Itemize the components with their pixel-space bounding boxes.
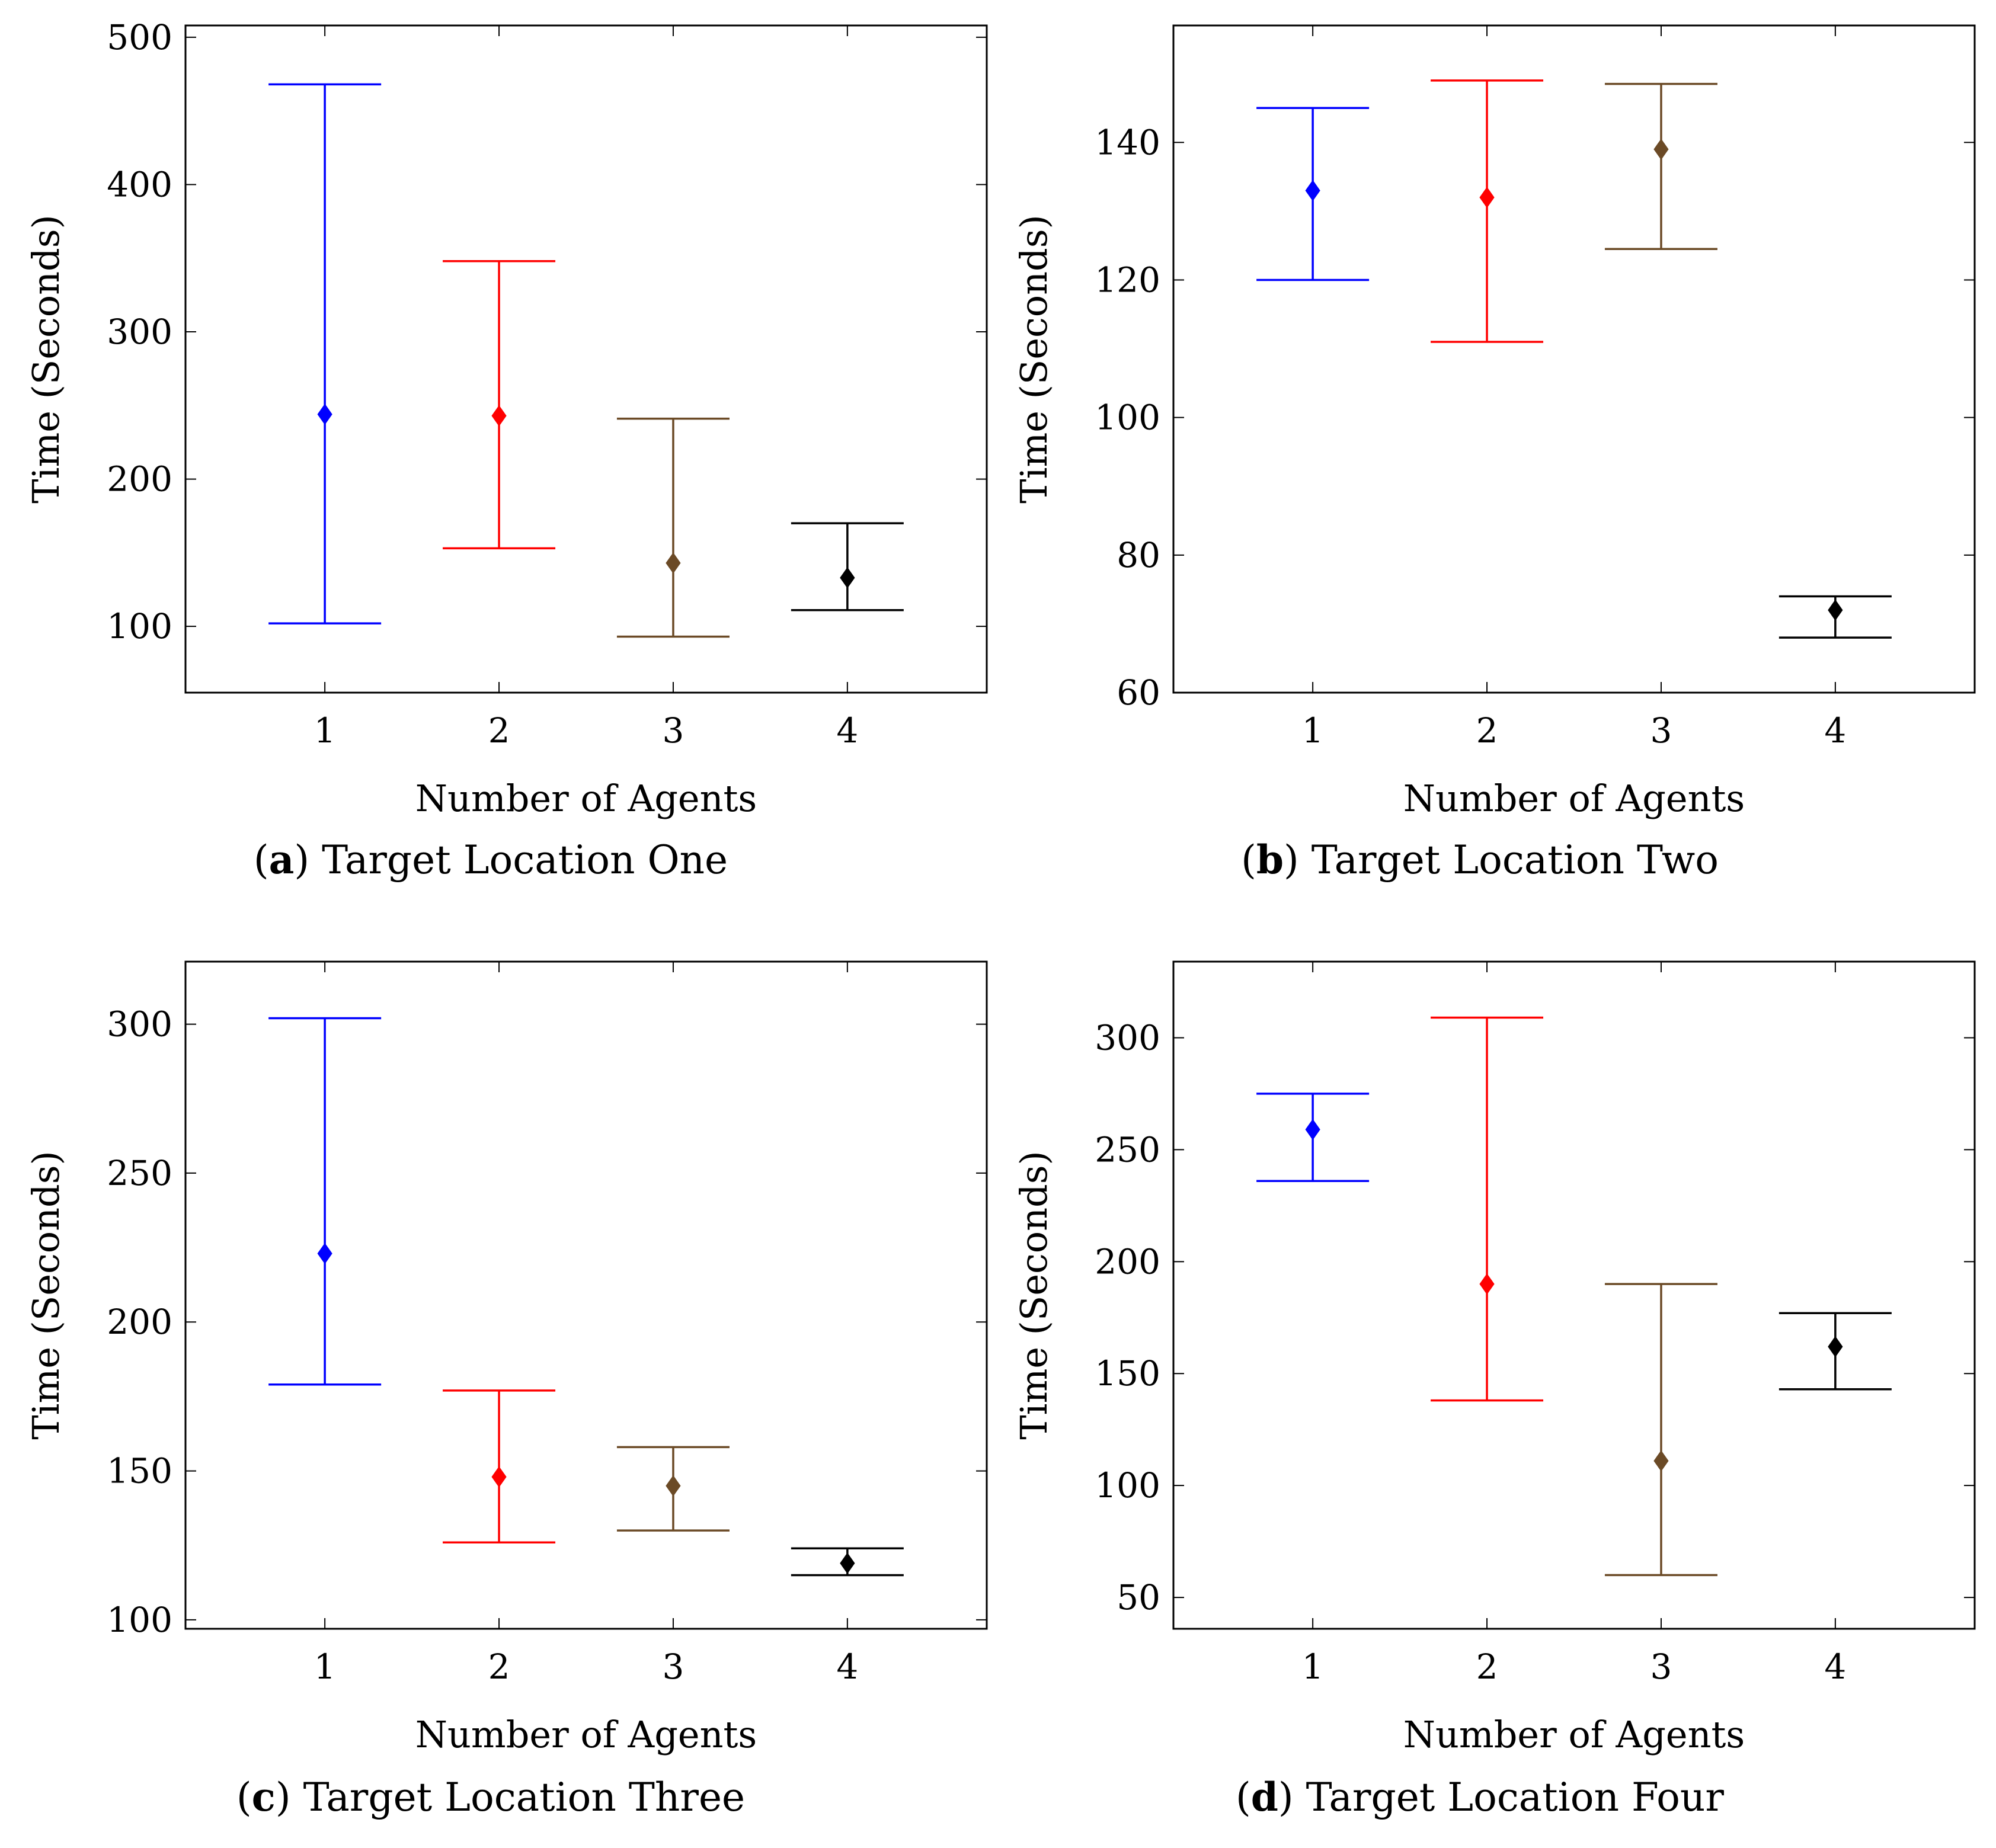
errorbar-agent-4	[791, 522, 904, 611]
plot-frame	[184, 24, 988, 694]
x-tick-label: 2	[1476, 1647, 1498, 1687]
x-axis-title: Number of Agents	[415, 777, 757, 820]
chart-panel-c: 1 2 3 4 100 150 200 250 300 Number of Agents Time …	[24, 960, 988, 1820]
mean-marker-diamond	[1828, 599, 1843, 621]
x-tick-label: 4	[836, 710, 858, 751]
y-tick-label: 300	[107, 312, 172, 352]
mean-marker-diamond	[1653, 139, 1669, 160]
mean-marker-diamond	[1479, 187, 1495, 209]
y-tick-label: 500	[107, 17, 172, 57]
mean-marker-diamond	[1828, 1336, 1843, 1357]
y-tick-label: 150	[107, 1451, 172, 1491]
x-tick-label: 4	[1824, 1647, 1846, 1687]
x-tick-label: 1	[314, 710, 336, 751]
caption-letter: c	[252, 1774, 276, 1820]
mean-marker-diamond	[1653, 1450, 1669, 1472]
errorbar-agent-1	[1256, 107, 1370, 281]
y-tick-label: 300	[107, 1004, 172, 1045]
y-tick-label: 150	[1095, 1353, 1160, 1394]
x-axis-title: Number of Agents	[415, 1713, 757, 1756]
mean-marker-diamond	[491, 405, 507, 427]
mean-marker-diamond	[317, 403, 332, 425]
plot-frame	[184, 960, 988, 1630]
errorbar-agent-1	[268, 1017, 382, 1386]
plot-frame	[1172, 960, 1976, 1630]
mean-marker-diamond	[317, 1242, 332, 1264]
x-tick-label: 3	[663, 1647, 684, 1687]
chart-panel-d: 1 2 3 4 50 100 150 200 250 300 Number of Agents Tim…	[1012, 960, 1976, 1820]
mean-marker-diamond	[840, 1552, 855, 1574]
y-axis-title: Time (Seconds)	[24, 1151, 68, 1439]
errorbar-agent-1	[268, 83, 382, 624]
x-tick-label: 3	[1650, 710, 1672, 751]
y-tick-label: 100	[107, 1600, 172, 1640]
mean-marker-diamond	[1479, 1273, 1495, 1295]
mean-marker-diamond	[491, 1466, 507, 1488]
mean-marker-diamond	[666, 552, 681, 574]
caption-text: Target Location Four	[1306, 1775, 1725, 1820]
y-tick-label: 140	[1095, 122, 1160, 162]
subfigure-caption: (a) Target Location One	[254, 837, 728, 883]
y-axis-title: Time (Seconds)	[1012, 1151, 1055, 1439]
mean-marker-diamond	[666, 1475, 681, 1497]
errorbar-agent-2	[443, 1389, 556, 1543]
errorbar-agent-2	[1431, 1016, 1544, 1402]
errorbar-agent-3	[616, 417, 730, 638]
errorbar-agent-3	[1604, 82, 1717, 251]
y-tick-label: 100	[1095, 398, 1160, 438]
y-tick-label: 400	[107, 164, 172, 204]
x-tick-label: 3	[1650, 1647, 1672, 1687]
errorbar-agent-3	[1604, 1283, 1717, 1577]
caption-letter: d	[1251, 1774, 1278, 1820]
caption-letter: b	[1256, 837, 1284, 883]
errorbar-agent-2	[1431, 79, 1544, 343]
caption-text: Target Location Three	[303, 1775, 746, 1820]
x-tick-label: 1	[1302, 1647, 1324, 1687]
x-tick-label: 4	[836, 1647, 858, 1687]
y-axis-title: Time (Seconds)	[1012, 214, 1055, 503]
y-tick-label: 100	[1095, 1465, 1160, 1506]
y-tick-label: 100	[107, 606, 172, 646]
x-tick-label: 3	[663, 710, 684, 751]
mean-marker-diamond	[1305, 1119, 1320, 1141]
y-tick-label: 120	[1095, 260, 1160, 300]
subfigure-caption: (d) Target Location Four	[1236, 1774, 1724, 1820]
plot-frame	[1172, 24, 1976, 694]
mean-marker-diamond	[1305, 180, 1320, 201]
caption-text: Target Location Two	[1312, 837, 1719, 883]
mean-marker-diamond	[840, 567, 855, 588]
errorbar-agent-4	[791, 1547, 904, 1577]
caption-text: Target Location One	[322, 837, 728, 883]
y-tick-label: 50	[1117, 1577, 1160, 1618]
x-axis-title: Number of Agents	[1403, 777, 1745, 820]
errorbar-agent-4	[1779, 595, 1892, 639]
errorbar-agent-3	[616, 1446, 730, 1532]
errorbar-agent-4	[1779, 1312, 1892, 1391]
y-tick-label: 200	[107, 1302, 172, 1342]
caption-letter: a	[269, 837, 295, 883]
y-tick-label: 60	[1117, 672, 1160, 713]
x-tick-label: 2	[488, 1647, 510, 1687]
chart-panel-b: 1 2 3 4 60 80 100 120 140 Number of Agents Time (S…	[1012, 24, 1976, 883]
subfigure-caption: (b) Target Location Two	[1241, 837, 1719, 883]
y-tick-label: 200	[107, 459, 172, 499]
y-tick-label: 200	[1095, 1241, 1160, 1282]
y-tick-label: 300	[1095, 1017, 1160, 1058]
y-tick-label: 80	[1117, 535, 1160, 575]
errorbar-agent-2	[443, 260, 556, 550]
subfigure-caption: (c) Target Location Three	[236, 1774, 745, 1820]
x-tick-label: 1	[1302, 710, 1324, 751]
x-axis-title: Number of Agents	[1403, 1713, 1745, 1756]
x-tick-label: 2	[488, 710, 510, 751]
y-tick-label: 250	[107, 1153, 172, 1193]
y-tick-label: 250	[1095, 1129, 1160, 1170]
y-axis-title: Time (Seconds)	[24, 214, 68, 503]
x-tick-label: 4	[1824, 710, 1846, 751]
x-tick-label: 2	[1476, 710, 1498, 751]
chart-panel-a: 1 2 3 4 100 200 300 400 500 Number of Agents Time …	[24, 17, 988, 883]
x-tick-label: 1	[314, 1647, 336, 1687]
errorbar-agent-1	[1256, 1093, 1370, 1183]
